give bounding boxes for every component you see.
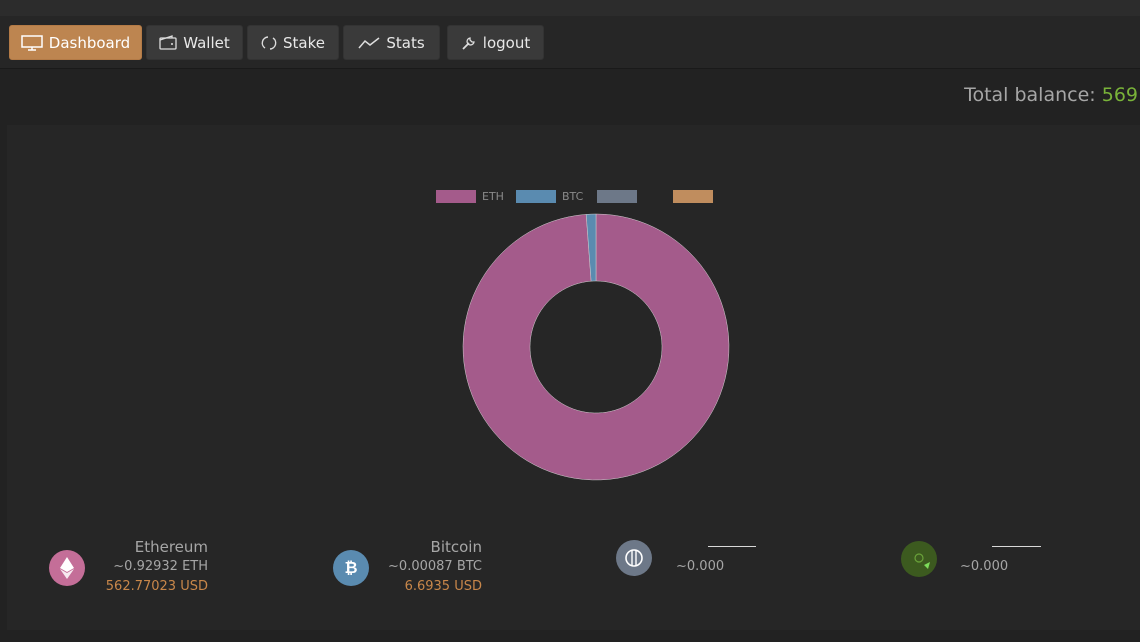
legend-label-eth: ETH <box>482 189 504 203</box>
monitor-icon <box>21 34 43 51</box>
coin-amount-ethereum: ~0.92932 ETH <box>113 559 208 574</box>
dashboard-panel <box>7 125 1140 630</box>
total-balance: Total balance: 569 <box>964 84 1138 106</box>
redacted-name <box>992 546 1041 547</box>
legend-swatch-3 <box>597 189 637 203</box>
coin-amount-3: ~0.000 <box>676 559 725 574</box>
wallet-label: Wallet <box>183 33 230 52</box>
legend-swatch-btc <box>516 189 556 203</box>
coin-icon <box>616 540 652 576</box>
bitcoin-icon: ₿ <box>333 550 369 586</box>
logout-label: logout <box>482 33 531 52</box>
total-balance-value: 569 <box>1101 84 1138 106</box>
ethereum-icon <box>49 550 85 586</box>
coin-icon <box>901 541 937 577</box>
coin-usd-ethereum: 562.77023 USD <box>105 579 208 594</box>
coin-usd-bitcoin: 6.6935 USD <box>404 579 482 594</box>
coin-name-ethereum: Ethereum <box>134 538 208 556</box>
stats-label: Stats <box>386 33 425 52</box>
logout-button[interactable]: logout <box>447 25 544 60</box>
legend-label-btc: BTC <box>562 189 584 203</box>
stats-button[interactable]: Stats <box>343 25 440 60</box>
donut-slice-btc[interactable] <box>585 213 597 282</box>
wrench-icon <box>462 36 475 50</box>
stake-button[interactable]: Stake <box>247 25 339 60</box>
window-top-strip <box>0 0 1140 16</box>
legend-item-4[interactable] <box>673 189 719 203</box>
refresh-icon <box>261 35 277 50</box>
legend-swatch-eth <box>436 189 476 203</box>
line-chart-icon <box>358 36 380 48</box>
coin-amount-4: ~0.000 <box>960 559 1009 574</box>
nav-bar: Dashboard Wallet Stake Stats logout <box>0 16 1140 69</box>
wallet-icon <box>159 34 177 50</box>
dashboard-label: Dashboard <box>48 33 131 52</box>
coin-amount-bitcoin: ~0.00087 BTC <box>388 559 482 574</box>
donut-slice-eth[interactable] <box>462 213 730 481</box>
coin-name-bitcoin: Bitcoin <box>430 538 482 556</box>
total-balance-label: Total balance: <box>964 84 1102 106</box>
legend-swatch-4 <box>673 189 713 203</box>
redacted-name <box>708 546 756 547</box>
donut-chart[interactable] <box>462 213 730 481</box>
dashboard-button[interactable]: Dashboard <box>9 25 142 60</box>
legend-item-btc[interactable]: BTC <box>516 189 583 203</box>
stake-label: Stake <box>283 33 325 52</box>
wallet-button[interactable]: Wallet <box>146 25 243 60</box>
legend-item-eth[interactable]: ETH <box>436 189 504 203</box>
legend-item-3[interactable] <box>597 189 643 203</box>
